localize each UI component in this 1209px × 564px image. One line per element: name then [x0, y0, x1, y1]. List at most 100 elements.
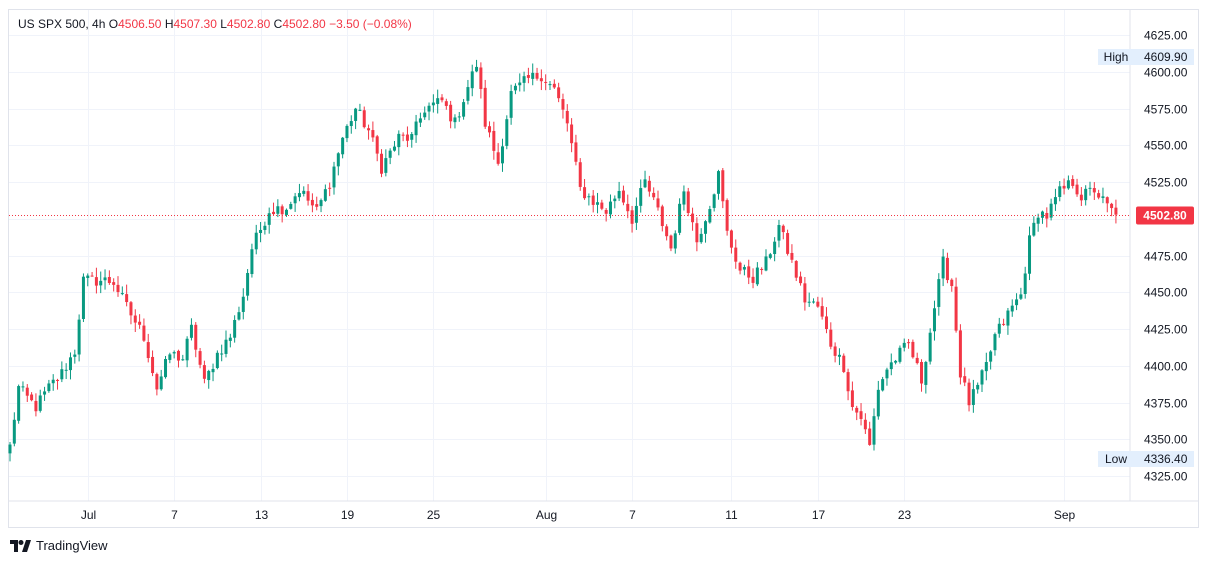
change-value: −3.50 (−0.08%)	[329, 17, 412, 31]
candle	[367, 124, 371, 140]
candle	[608, 194, 612, 219]
x-tick-label: 25	[427, 508, 441, 522]
candle	[794, 260, 798, 282]
low-marker-value: 4336.40	[1144, 452, 1188, 466]
candle	[837, 348, 841, 366]
candle	[475, 59, 479, 73]
candle	[241, 288, 245, 320]
candle	[820, 297, 824, 320]
y-tick-label: 4600.00	[1144, 66, 1188, 80]
candle	[673, 230, 677, 254]
candle	[967, 378, 971, 412]
candle	[138, 314, 142, 329]
candle	[889, 353, 893, 376]
candle	[436, 89, 440, 114]
y-tick-label: 4575.00	[1144, 103, 1188, 117]
candle	[457, 111, 461, 122]
candle	[228, 333, 232, 348]
candle	[1092, 182, 1096, 200]
price-axis[interactable]: 4625.004600.004575.004550.004525.004500.…	[1144, 29, 1188, 484]
x-tick-label: 23	[898, 508, 912, 522]
candle	[665, 224, 669, 241]
high-value: 4507.30	[173, 17, 217, 31]
tradingview-branding[interactable]: TradingView	[10, 538, 108, 553]
candles	[8, 59, 1118, 462]
candle	[77, 314, 81, 362]
candle	[250, 243, 254, 278]
candle	[617, 181, 621, 201]
candle	[1105, 196, 1109, 213]
candle	[293, 192, 297, 212]
x-tick-label: 7	[171, 508, 178, 522]
chart-frame[interactable]	[8, 9, 1199, 528]
low-label: L	[220, 17, 227, 31]
candle	[768, 252, 772, 260]
candle	[639, 179, 643, 213]
low-marker	[1098, 451, 1194, 467]
candle	[613, 195, 617, 209]
open-value: 4506.50	[118, 17, 162, 31]
candle	[799, 271, 803, 286]
candle	[384, 149, 388, 177]
candle	[760, 267, 764, 275]
candle	[453, 114, 457, 129]
candle	[431, 94, 435, 113]
candle	[712, 193, 716, 212]
candle	[1002, 318, 1006, 326]
candle	[146, 333, 150, 363]
candle	[513, 83, 517, 95]
candle	[371, 121, 375, 142]
candle	[755, 262, 759, 287]
candle	[1040, 210, 1044, 224]
candle	[47, 379, 51, 393]
candle	[937, 273, 941, 316]
low-value: 4502.80	[226, 17, 271, 31]
candle	[60, 361, 64, 383]
candle	[924, 360, 928, 394]
candle	[1045, 207, 1049, 228]
candle	[647, 175, 651, 197]
last-price-badge	[1136, 206, 1194, 225]
candle	[721, 168, 725, 209]
candle	[1084, 185, 1088, 206]
candle	[591, 190, 595, 213]
candle	[323, 184, 327, 202]
open-label: O	[108, 17, 119, 31]
candle	[548, 80, 552, 90]
candle	[859, 403, 863, 426]
candle	[1053, 188, 1057, 211]
low-marker-label: Low	[1105, 452, 1127, 466]
candle	[729, 229, 733, 254]
candle	[621, 185, 625, 206]
candle	[51, 374, 55, 391]
candle	[492, 121, 496, 160]
candle	[950, 278, 954, 292]
candle	[500, 138, 504, 172]
candle	[596, 192, 600, 214]
candle	[272, 202, 276, 216]
symbol-name[interactable]: US SPX 500	[18, 17, 86, 31]
candle	[423, 106, 427, 120]
candle	[544, 74, 548, 91]
candle	[155, 372, 159, 396]
candle	[509, 84, 513, 125]
time-axis[interactable]: Jul 7 13 19 25 Aug 7 11 17 23 Sep	[81, 508, 1076, 522]
candle	[332, 161, 336, 195]
candle	[341, 136, 345, 159]
candle	[310, 193, 314, 213]
candle	[993, 332, 997, 356]
interval-label[interactable]: 4h	[92, 17, 106, 31]
candle	[842, 353, 846, 374]
candle	[833, 342, 837, 363]
candle	[380, 149, 384, 178]
candle	[574, 134, 578, 166]
candle	[375, 134, 379, 162]
candle	[686, 187, 690, 217]
candle	[1028, 226, 1032, 281]
candle	[1032, 216, 1036, 237]
candle	[1066, 175, 1070, 190]
candle	[94, 267, 98, 294]
candle	[112, 278, 116, 292]
candle	[634, 197, 638, 230]
